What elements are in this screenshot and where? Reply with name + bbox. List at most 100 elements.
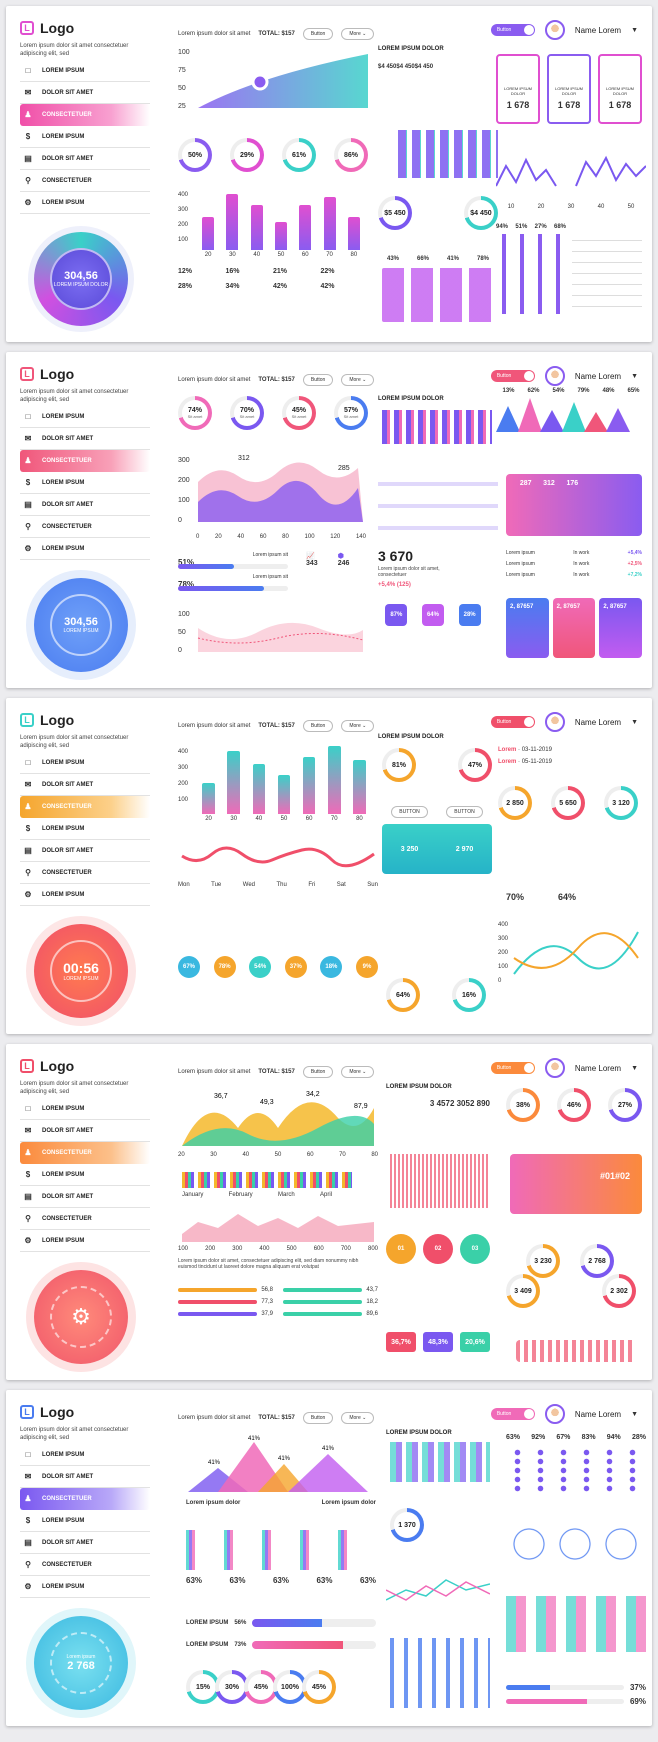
bar bbox=[277, 774, 291, 814]
sidebar-item-2[interactable]: ✉ DOLOR SIT AMET bbox=[20, 428, 150, 450]
sidebar-item-3[interactable]: ♟ CONSECTETUER bbox=[20, 796, 150, 818]
progress-bar bbox=[283, 1300, 363, 1304]
chevron-down-icon[interactable]: ▼ bbox=[631, 1410, 638, 1418]
toggle-button[interactable]: Button bbox=[490, 24, 535, 36]
home-icon: □ bbox=[25, 1449, 31, 1459]
slider-list[interactable] bbox=[378, 470, 498, 530]
sidebar-item-1[interactable]: □ LOREM IPSUM bbox=[20, 1444, 150, 1466]
sidebar-item-1[interactable]: □ LOREM IPSUM bbox=[20, 752, 150, 774]
header-button[interactable]: Button bbox=[302, 374, 334, 386]
wave-series bbox=[496, 155, 646, 187]
y-tick: 400 bbox=[498, 922, 509, 928]
sidebar-item-1[interactable]: □ LOREM IPSUM bbox=[20, 1098, 150, 1120]
chevron-down-icon[interactable]: ▼ bbox=[631, 372, 638, 380]
ring-value: 27% bbox=[617, 1101, 632, 1109]
sidebar-item-7[interactable]: ⚙ LOREM IPSUM bbox=[20, 538, 150, 560]
progress-bar[interactable] bbox=[506, 1684, 624, 1690]
more-dropdown[interactable]: More ⌄ bbox=[341, 28, 375, 40]
label: 27% bbox=[534, 224, 547, 230]
toggle-button[interactable]: Button bbox=[490, 370, 535, 382]
progress-label: LOREM IPSUM bbox=[186, 1620, 229, 1626]
label: Sun bbox=[367, 882, 378, 888]
more-dropdown[interactable]: More ⌄ bbox=[341, 720, 375, 732]
sidebar-item-6[interactable]: ⚲ CONSECTETUER bbox=[20, 516, 150, 538]
sidebar-item-3[interactable]: ♟ CONSECTETUER bbox=[20, 1142, 150, 1164]
header-button[interactable]: Button bbox=[302, 1412, 334, 1424]
sidebar-item-6[interactable]: ⚲ CONSECTETUER bbox=[20, 862, 150, 884]
pct-tile: 36,7% bbox=[386, 1332, 416, 1352]
date-value: 05-11-2019 bbox=[521, 759, 552, 765]
ring-button-2[interactable]: BUTTON bbox=[446, 806, 483, 818]
sidebar-item-7[interactable]: ⚙ LOREM IPSUM bbox=[20, 192, 150, 214]
logo-text: Logo bbox=[40, 20, 75, 36]
sidebar-item-2[interactable]: ✉ DOLOR SIT AMET bbox=[20, 82, 150, 104]
more-dropdown[interactable]: More ⌄ bbox=[341, 374, 375, 386]
legend-row: Lorem ipsum In work +7,2% bbox=[506, 570, 642, 581]
pin-badge: 87% bbox=[385, 604, 408, 626]
more-dropdown[interactable]: More ⌄ bbox=[341, 1412, 375, 1424]
toggle-button[interactable]: Button bbox=[490, 1408, 535, 1420]
progress-item: 78% Lorem ipsum sit bbox=[178, 574, 288, 596]
sidebar-item-7[interactable]: ⚙ LOREM IPSUM bbox=[20, 1230, 150, 1252]
sidebar-item-4[interactable]: $ LOREM IPSUM bbox=[20, 818, 150, 840]
vertical-sliders[interactable] bbox=[496, 234, 566, 314]
sidebar-item-4[interactable]: $ LOREM IPSUM bbox=[20, 1510, 150, 1532]
progress-list: 51% Lorem ipsum sit 78% Lorem ipsum sit bbox=[178, 552, 288, 596]
user-name: Name Lorem bbox=[574, 1063, 622, 1073]
avatar[interactable] bbox=[544, 1058, 565, 1078]
header-button[interactable]: Button bbox=[302, 1066, 334, 1078]
label: 3 250 bbox=[400, 845, 419, 853]
sidebar-item-label: LOREM IPSUM bbox=[42, 759, 85, 766]
header-button[interactable]: Button bbox=[302, 720, 334, 732]
sidebar-item-3[interactable]: ♟ CONSECTETUER bbox=[20, 104, 150, 126]
home-icon: □ bbox=[25, 757, 31, 767]
avatar[interactable] bbox=[544, 366, 565, 386]
progress-bar bbox=[252, 1641, 376, 1649]
sidebar-item-7[interactable]: ⚙ LOREM IPSUM bbox=[20, 1576, 150, 1598]
sidebar-item-2[interactable]: ✉ DOLOR SIT AMET bbox=[20, 774, 150, 796]
avatar[interactable] bbox=[544, 712, 565, 732]
chevron-down-icon[interactable]: ▼ bbox=[631, 718, 638, 726]
label: 64% bbox=[557, 892, 576, 902]
toggle-button[interactable]: Button bbox=[490, 716, 535, 728]
ring-value: 30% bbox=[224, 1683, 239, 1691]
sidebar-item-4[interactable]: $ LOREM IPSUM bbox=[20, 472, 150, 494]
toggle-button[interactable]: Button bbox=[490, 1062, 535, 1074]
sidebar-item-3[interactable]: ♟ CONSECTETUER bbox=[20, 1488, 150, 1510]
total-value: $157 bbox=[281, 377, 295, 383]
sidebar-item-6[interactable]: ⚲ CONSECTETUER bbox=[20, 1208, 150, 1230]
sidebar-item-5[interactable]: ▤ DOLOR SIT AMET bbox=[20, 148, 150, 170]
label: 34% bbox=[225, 283, 240, 290]
sidebar-item-7[interactable]: ⚙ LOREM IPSUM bbox=[20, 884, 150, 906]
progress-bar[interactable] bbox=[506, 1698, 624, 1704]
progress-value: 73% bbox=[234, 1642, 247, 1648]
avatar[interactable] bbox=[544, 20, 565, 40]
progress-row: 77,3 18,2 bbox=[178, 1296, 378, 1308]
sidebar-item-2[interactable]: ✉ DOLOR SIT AMET bbox=[20, 1120, 150, 1142]
sidebar-item-4[interactable]: $ LOREM IPSUM bbox=[20, 1164, 150, 1186]
sidebar-item-3[interactable]: ♟ CONSECTETUER bbox=[20, 450, 150, 472]
stacked-bars bbox=[398, 130, 498, 178]
sidebar-item-5[interactable]: ▤ DOLOR SIT AMET bbox=[20, 494, 150, 516]
sidebar-item-2[interactable]: ✉ DOLOR SIT AMET bbox=[20, 1466, 150, 1488]
sidebar-item-4[interactable]: $ LOREM IPSUM bbox=[20, 126, 150, 148]
sidebar-item-6[interactable]: ⚲ CONSECTETUER bbox=[20, 1554, 150, 1576]
logo-text: Logo bbox=[40, 1058, 75, 1074]
more-dropdown[interactable]: More ⌄ bbox=[341, 1066, 375, 1078]
sidebar-item-1[interactable]: □ LOREM IPSUM bbox=[20, 406, 150, 428]
sidebar-item-5[interactable]: ▤ DOLOR SIT AMET bbox=[20, 1532, 150, 1554]
chevron-down-icon[interactable]: ▼ bbox=[631, 26, 638, 34]
progress-row: 37% bbox=[506, 1680, 646, 1694]
sidebar-item-5[interactable]: ▤ DOLOR SIT AMET bbox=[20, 840, 150, 862]
sidebar-item-1[interactable]: □ LOREM IPSUM bbox=[20, 60, 150, 82]
kpi-card: LOREM IPSUM DOLOR 1 678 bbox=[547, 54, 591, 124]
sidebar-item-5[interactable]: ▤ DOLOR SIT AMET bbox=[20, 1186, 150, 1208]
ring-button-1[interactable]: BUTTON bbox=[391, 806, 428, 818]
chevron-down-icon[interactable]: ▼ bbox=[631, 1064, 638, 1072]
stat-icons: 📈 343 ⬢ 246 bbox=[306, 552, 349, 567]
bar bbox=[347, 217, 360, 250]
bar bbox=[250, 205, 263, 250]
sidebar-item-6[interactable]: ⚲ CONSECTETUER bbox=[20, 170, 150, 192]
avatar[interactable] bbox=[544, 1404, 565, 1424]
header-button[interactable]: Button bbox=[302, 28, 334, 40]
